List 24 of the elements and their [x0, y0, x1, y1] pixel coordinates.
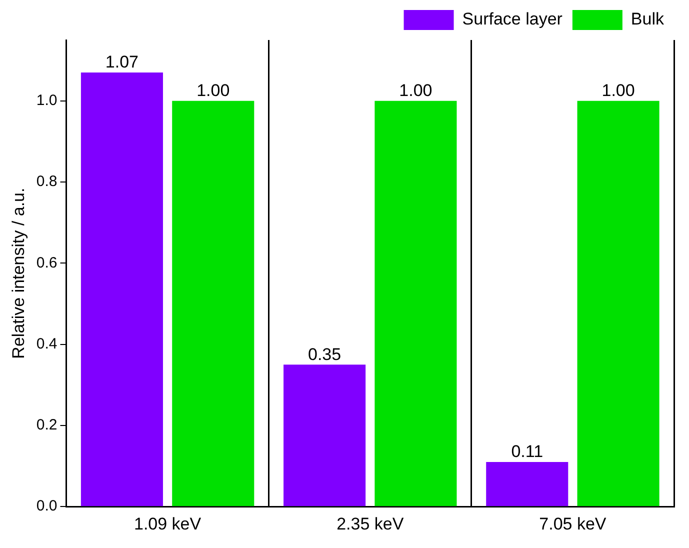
- y-tick-label: 0.8: [36, 173, 58, 190]
- data-label: 1.07: [105, 52, 139, 72]
- bar: [486, 462, 568, 506]
- y-axis-title: Relative intensity / a.u.: [8, 188, 28, 359]
- legend-label: Bulk: [630, 10, 664, 29]
- bar: [577, 100, 660, 506]
- x-tick-label: 1.09 keV: [134, 514, 202, 534]
- y-tick-label: 0.6: [36, 254, 58, 272]
- data-label: 1.00: [602, 81, 635, 100]
- y-tick-label: 0.2: [36, 416, 58, 434]
- data-label: 0.11: [511, 442, 544, 462]
- y-tick-label: 1.0: [36, 92, 58, 109]
- bar: [172, 100, 254, 506]
- data-label: 1.00: [399, 81, 432, 100]
- legend-label: Surface layer: [462, 10, 563, 29]
- y-tick-label: 0.4: [36, 335, 58, 352]
- bar: [284, 364, 366, 506]
- x-tick-label: 2.35 keV: [336, 514, 404, 534]
- y-tick-label: 0.0: [36, 498, 58, 515]
- bar: [374, 100, 457, 506]
- x-tick-label: 7.05 keV: [539, 514, 607, 534]
- data-label: 0.35: [308, 344, 342, 364]
- data-label: 1.00: [196, 81, 230, 100]
- bar: [80, 72, 163, 506]
